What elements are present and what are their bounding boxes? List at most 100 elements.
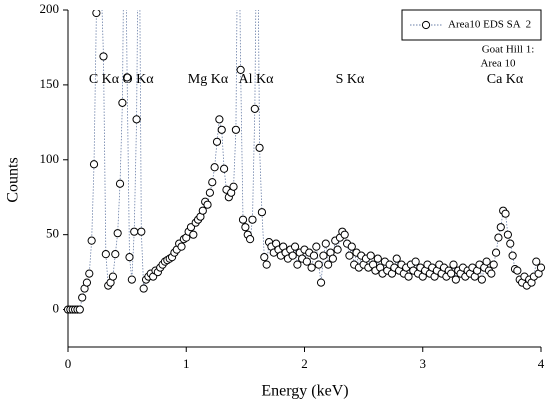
data-point <box>532 257 541 266</box>
data-point <box>496 223 505 232</box>
data-point <box>447 269 456 278</box>
data-point <box>130 227 139 236</box>
data-point <box>494 233 503 242</box>
x-tick-label: 2 <box>301 356 308 371</box>
data-point <box>508 251 517 260</box>
data-point <box>115 179 125 188</box>
data-point <box>328 254 337 263</box>
data-point <box>260 253 269 262</box>
data-point <box>501 209 510 218</box>
data-point <box>215 115 224 124</box>
annotation: Mg Kα <box>188 72 229 87</box>
data-point <box>312 242 321 251</box>
data-point <box>101 250 110 259</box>
data-point <box>316 278 326 287</box>
data-point <box>321 239 330 248</box>
data-point <box>127 275 136 284</box>
data-point <box>487 269 496 278</box>
data-point <box>248 215 257 224</box>
data-point <box>333 245 342 254</box>
data-point <box>78 293 87 302</box>
data-point <box>210 163 219 172</box>
data-point <box>324 260 333 269</box>
data-point <box>82 278 92 287</box>
data-point <box>99 52 108 61</box>
data-point <box>198 206 207 215</box>
y-tick-label: 0 <box>53 301 60 316</box>
data-point <box>108 272 118 281</box>
data-point <box>340 230 349 239</box>
y-tick-label: 150 <box>40 76 60 91</box>
x-tick-label: 4 <box>538 356 545 371</box>
data-point <box>411 257 420 266</box>
data-point <box>451 275 460 284</box>
data-point <box>238 215 248 224</box>
data-point <box>491 248 501 257</box>
data-point <box>217 125 226 134</box>
data-point <box>250 104 259 113</box>
data-point <box>139 284 148 293</box>
data-point <box>314 260 323 269</box>
x-tick-label: 0 <box>65 356 72 371</box>
annotation: S Kα <box>336 72 365 87</box>
data-point <box>111 250 120 259</box>
x-axis-label: Energy (keV) <box>261 383 348 400</box>
data-point <box>255 143 264 152</box>
data-point <box>229 182 238 191</box>
data-point <box>262 260 271 269</box>
y-axis-label: Counts <box>5 157 22 202</box>
data-point <box>123 73 132 82</box>
data-point <box>118 98 127 107</box>
data-point <box>246 235 255 244</box>
x-tick-label: 3 <box>420 356 427 371</box>
data-point <box>392 254 401 263</box>
data-point <box>137 227 146 236</box>
data-point <box>302 257 311 266</box>
data-point <box>203 200 212 209</box>
data-point <box>506 239 515 248</box>
plot-area <box>63 10 546 314</box>
y-tick-label: 50 <box>46 226 59 241</box>
y-tick-label: 200 <box>40 1 60 16</box>
x-tick-label: 1 <box>183 356 190 371</box>
legend-label: Area10 EDS SA 2 <box>448 19 531 31</box>
data-point <box>205 188 214 197</box>
data-point <box>347 242 356 251</box>
data-point <box>125 253 134 262</box>
data-point <box>489 260 498 269</box>
data-point <box>536 263 546 272</box>
data-point <box>307 263 316 272</box>
y-tick-label: 100 <box>40 151 60 166</box>
data-point <box>345 251 354 260</box>
data-point <box>482 257 491 266</box>
data-point <box>113 229 122 238</box>
data-point <box>513 266 522 275</box>
data-point <box>231 125 241 134</box>
data-point <box>290 242 300 251</box>
data-point <box>85 269 94 278</box>
annotation: Ca Kα <box>487 72 524 87</box>
data-point <box>309 251 319 260</box>
data-point <box>177 242 186 251</box>
data-point <box>293 260 302 269</box>
annotation: Al Kα <box>239 72 275 87</box>
data-point <box>477 275 486 284</box>
data-point <box>92 10 101 18</box>
data-point <box>87 236 96 245</box>
data-point <box>288 251 297 260</box>
data-point <box>319 251 328 260</box>
data-point <box>236 65 245 75</box>
data-point <box>503 230 512 239</box>
data-point <box>366 251 375 260</box>
data-point <box>219 164 229 173</box>
data-point <box>449 260 458 269</box>
data-point <box>208 178 217 187</box>
legend-marker <box>421 20 431 30</box>
data-point <box>373 254 382 263</box>
annotation: Goat Hill 1: <box>482 44 535 56</box>
data-point <box>257 208 267 217</box>
data-point <box>132 115 141 124</box>
annotation: O Kα <box>122 72 154 87</box>
data-point <box>404 272 413 281</box>
